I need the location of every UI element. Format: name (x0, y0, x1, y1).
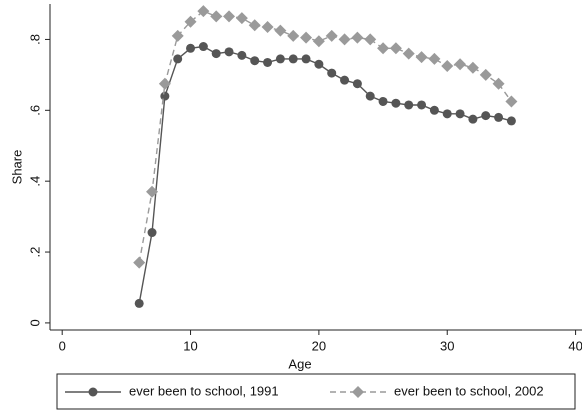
marker (494, 112, 504, 122)
marker (442, 109, 452, 119)
marker (300, 31, 313, 44)
y-axis-label: Share (9, 150, 24, 185)
marker (327, 68, 337, 78)
y-tick-label: .8 (27, 34, 42, 45)
marker (454, 58, 467, 71)
x-tick-label: 40 (568, 338, 582, 353)
marker (378, 96, 388, 106)
marker (389, 42, 402, 55)
marker (210, 10, 223, 23)
marker (237, 50, 247, 60)
marker (147, 228, 157, 238)
x-tick-label: 10 (183, 338, 197, 353)
marker (377, 42, 390, 55)
marker (352, 386, 364, 398)
marker (441, 60, 454, 73)
marker (404, 100, 414, 110)
marker (481, 111, 491, 121)
x-tick-label: 20 (312, 338, 326, 353)
marker (312, 35, 325, 48)
y-tick-label: .2 (27, 247, 42, 258)
marker (391, 98, 401, 108)
marker (505, 95, 518, 108)
marker (479, 68, 492, 81)
marker (468, 114, 478, 124)
marker (275, 54, 285, 64)
marker (340, 75, 350, 85)
legend-label: ever been to school, 2002 (394, 383, 544, 398)
marker (506, 116, 516, 126)
marker (352, 79, 362, 89)
x-axis-label: Age (288, 356, 311, 371)
marker (133, 256, 146, 269)
x-tick-label: 0 (59, 338, 66, 353)
marker (455, 109, 465, 119)
y-tick-label: 0 (27, 319, 42, 326)
marker (211, 49, 221, 59)
marker (466, 61, 479, 74)
marker (250, 56, 260, 66)
x-tick-label: 30 (440, 338, 454, 353)
marker (88, 387, 98, 397)
marker (224, 47, 234, 57)
marker (248, 19, 261, 32)
marker (186, 43, 196, 53)
series-line (138, 45, 512, 304)
marker (197, 5, 210, 18)
y-tick-label: .6 (27, 105, 42, 116)
marker (274, 24, 287, 37)
marker (429, 105, 439, 115)
marker (261, 21, 274, 34)
legend-label: ever been to school, 1991 (129, 383, 279, 398)
marker (415, 51, 428, 64)
marker (364, 33, 377, 46)
marker (417, 100, 427, 110)
marker (314, 59, 324, 69)
marker (402, 47, 415, 60)
marker (492, 77, 505, 90)
marker (338, 33, 351, 46)
marker (173, 54, 183, 64)
marker (171, 29, 184, 42)
marker (235, 12, 248, 25)
marker (160, 91, 170, 101)
marker (351, 31, 364, 44)
marker (288, 54, 298, 64)
marker (146, 185, 159, 198)
marker (223, 10, 236, 23)
marker (325, 29, 338, 42)
marker (365, 91, 375, 101)
marker (198, 42, 208, 52)
legend (56, 373, 576, 410)
marker (134, 298, 144, 308)
marker (158, 77, 171, 90)
marker (287, 29, 300, 42)
marker (263, 57, 273, 67)
series-line (138, 10, 512, 263)
marker (301, 54, 311, 64)
y-tick-label: .4 (27, 176, 42, 187)
marker (184, 15, 197, 28)
marker (428, 52, 441, 65)
